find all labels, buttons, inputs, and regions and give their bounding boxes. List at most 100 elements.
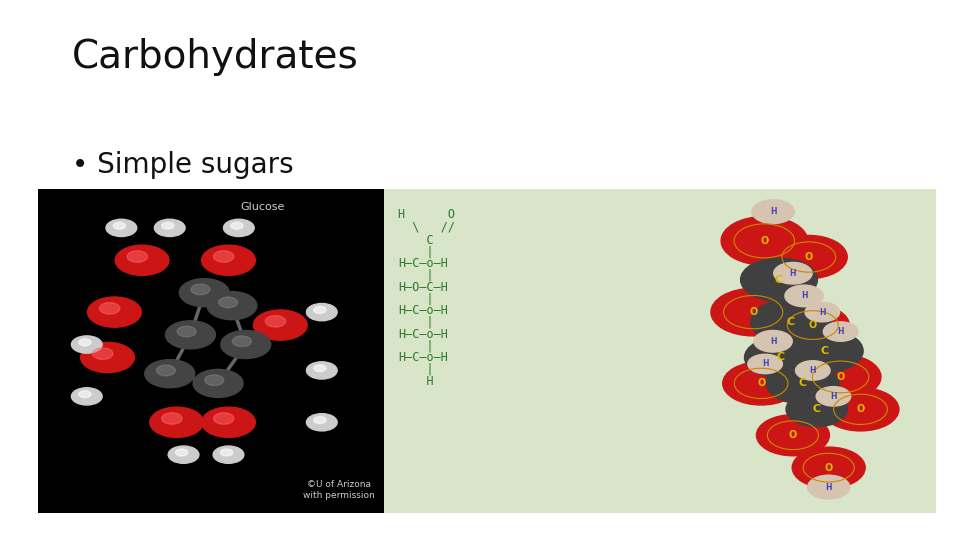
- Circle shape: [721, 217, 807, 265]
- Circle shape: [306, 414, 337, 431]
- Circle shape: [161, 222, 174, 229]
- Text: |: |: [398, 340, 434, 353]
- Text: O: O: [856, 404, 865, 414]
- Circle shape: [723, 362, 800, 405]
- Circle shape: [822, 388, 899, 431]
- Circle shape: [202, 407, 255, 437]
- Circle shape: [87, 297, 141, 327]
- Circle shape: [230, 222, 243, 229]
- Text: Carbohydrates: Carbohydrates: [72, 38, 359, 76]
- Circle shape: [155, 219, 185, 237]
- Circle shape: [816, 387, 851, 406]
- Text: \   //: \ //: [398, 221, 455, 234]
- Text: O: O: [825, 463, 833, 472]
- Circle shape: [786, 392, 848, 427]
- Circle shape: [224, 219, 254, 237]
- Circle shape: [180, 279, 229, 307]
- Circle shape: [115, 245, 169, 275]
- Circle shape: [207, 292, 257, 320]
- Circle shape: [156, 365, 176, 376]
- Text: H: H: [819, 308, 826, 316]
- Circle shape: [79, 391, 91, 397]
- Text: H—C—o—H: H—C—o—H: [398, 304, 448, 317]
- Text: O: O: [749, 307, 757, 317]
- Circle shape: [805, 302, 840, 322]
- Circle shape: [79, 339, 91, 346]
- Text: C: C: [777, 353, 785, 362]
- Circle shape: [81, 342, 134, 373]
- Circle shape: [213, 413, 234, 424]
- Circle shape: [796, 361, 830, 380]
- Circle shape: [127, 251, 148, 262]
- Circle shape: [751, 299, 831, 345]
- Text: |: |: [398, 363, 434, 376]
- Circle shape: [232, 336, 252, 347]
- Text: O: O: [836, 372, 845, 382]
- Text: H: H: [762, 360, 768, 368]
- Circle shape: [777, 305, 850, 346]
- FancyBboxPatch shape: [38, 189, 384, 513]
- Circle shape: [165, 321, 215, 349]
- Circle shape: [100, 302, 120, 314]
- Circle shape: [253, 310, 307, 340]
- Circle shape: [204, 375, 224, 386]
- Text: O: O: [789, 430, 797, 440]
- Text: O: O: [808, 320, 817, 330]
- Circle shape: [754, 330, 792, 352]
- Text: H      O: H O: [398, 208, 455, 221]
- Text: C: C: [775, 275, 783, 285]
- Circle shape: [745, 337, 818, 378]
- Circle shape: [306, 303, 337, 321]
- Circle shape: [191, 284, 210, 295]
- Circle shape: [265, 315, 286, 327]
- Circle shape: [306, 362, 337, 379]
- Circle shape: [161, 413, 182, 424]
- Circle shape: [314, 307, 326, 313]
- Circle shape: [766, 363, 839, 404]
- Circle shape: [786, 329, 863, 373]
- Circle shape: [193, 369, 243, 397]
- Circle shape: [145, 360, 195, 388]
- Circle shape: [219, 297, 237, 308]
- FancyBboxPatch shape: [384, 189, 936, 513]
- Text: H: H: [398, 375, 434, 388]
- Text: ©U of Arizona
with permission: ©U of Arizona with permission: [302, 480, 374, 500]
- Circle shape: [71, 388, 102, 405]
- Circle shape: [314, 365, 326, 372]
- Text: H—C—o—H: H—C—o—H: [398, 257, 448, 270]
- Text: H: H: [826, 483, 832, 491]
- Circle shape: [314, 417, 326, 423]
- Circle shape: [92, 348, 113, 360]
- Text: C: C: [398, 234, 434, 247]
- Circle shape: [113, 222, 126, 229]
- Circle shape: [756, 415, 829, 456]
- Text: |: |: [398, 316, 434, 329]
- Text: |: |: [398, 269, 434, 282]
- Circle shape: [711, 288, 796, 336]
- Circle shape: [792, 447, 865, 488]
- Circle shape: [771, 235, 848, 279]
- Circle shape: [807, 475, 850, 499]
- Text: H: H: [801, 292, 807, 300]
- Circle shape: [752, 200, 794, 224]
- Text: H: H: [837, 327, 844, 336]
- Circle shape: [801, 354, 881, 400]
- Text: O: O: [804, 252, 813, 262]
- Circle shape: [106, 219, 136, 237]
- Circle shape: [221, 330, 271, 359]
- Circle shape: [824, 322, 858, 341]
- Text: |: |: [398, 292, 434, 305]
- Text: C: C: [787, 317, 795, 327]
- Text: H—O—C—H: H—O—C—H: [398, 281, 448, 294]
- Circle shape: [150, 407, 204, 437]
- Text: Glucose: Glucose: [241, 202, 285, 213]
- Circle shape: [213, 446, 244, 463]
- Text: H: H: [830, 392, 837, 401]
- Circle shape: [748, 354, 782, 374]
- Text: H: H: [770, 207, 777, 216]
- Text: H: H: [809, 366, 816, 375]
- Circle shape: [71, 336, 102, 353]
- Text: H: H: [790, 269, 796, 278]
- Text: |: |: [398, 245, 434, 258]
- Circle shape: [221, 449, 232, 456]
